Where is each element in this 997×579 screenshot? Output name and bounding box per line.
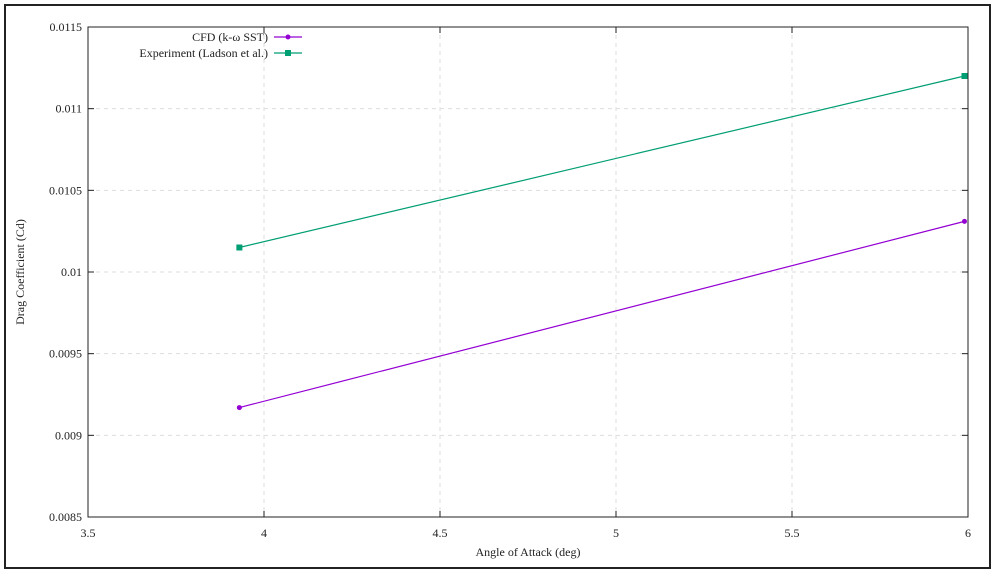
marker <box>236 244 243 251</box>
x-tick-label: 5.5 <box>785 526 800 540</box>
x-tick-label: 4 <box>261 526 267 540</box>
y-tick-label: 0.011 <box>55 102 82 116</box>
y-axis-label: Drag Coefficient (Cd) <box>13 219 27 325</box>
legend-label: CFD (k-ω SST) <box>192 30 268 44</box>
frame <box>4 4 991 569</box>
x-tick-label: 6 <box>965 526 971 540</box>
x-tick-label: 3.5 <box>81 526 96 540</box>
x-tick-label: 4.5 <box>433 526 448 540</box>
y-tick-label: 0.0115 <box>49 20 82 34</box>
plot-border <box>87 26 969 518</box>
series-line <box>239 220 965 409</box>
y-tick-label: 0.01 <box>61 265 82 279</box>
marker <box>961 218 967 224</box>
series-line <box>239 75 965 249</box>
legend-label: Experiment (Ladson et al.) <box>139 46 268 60</box>
y-tick-label: 0.009 <box>55 428 82 442</box>
y-tick-label: 0.0085 <box>49 510 82 524</box>
legend-marker <box>285 50 291 56</box>
legend-marker <box>285 34 291 40</box>
marker <box>236 405 242 411</box>
y-tick-label: 0.0095 <box>49 347 82 361</box>
marker <box>961 73 968 79</box>
y-tick-label: 0.0105 <box>49 183 82 197</box>
x-tick-label: 5 <box>613 526 619 540</box>
x-axis-label: Angle of Attack (deg) <box>476 545 581 559</box>
